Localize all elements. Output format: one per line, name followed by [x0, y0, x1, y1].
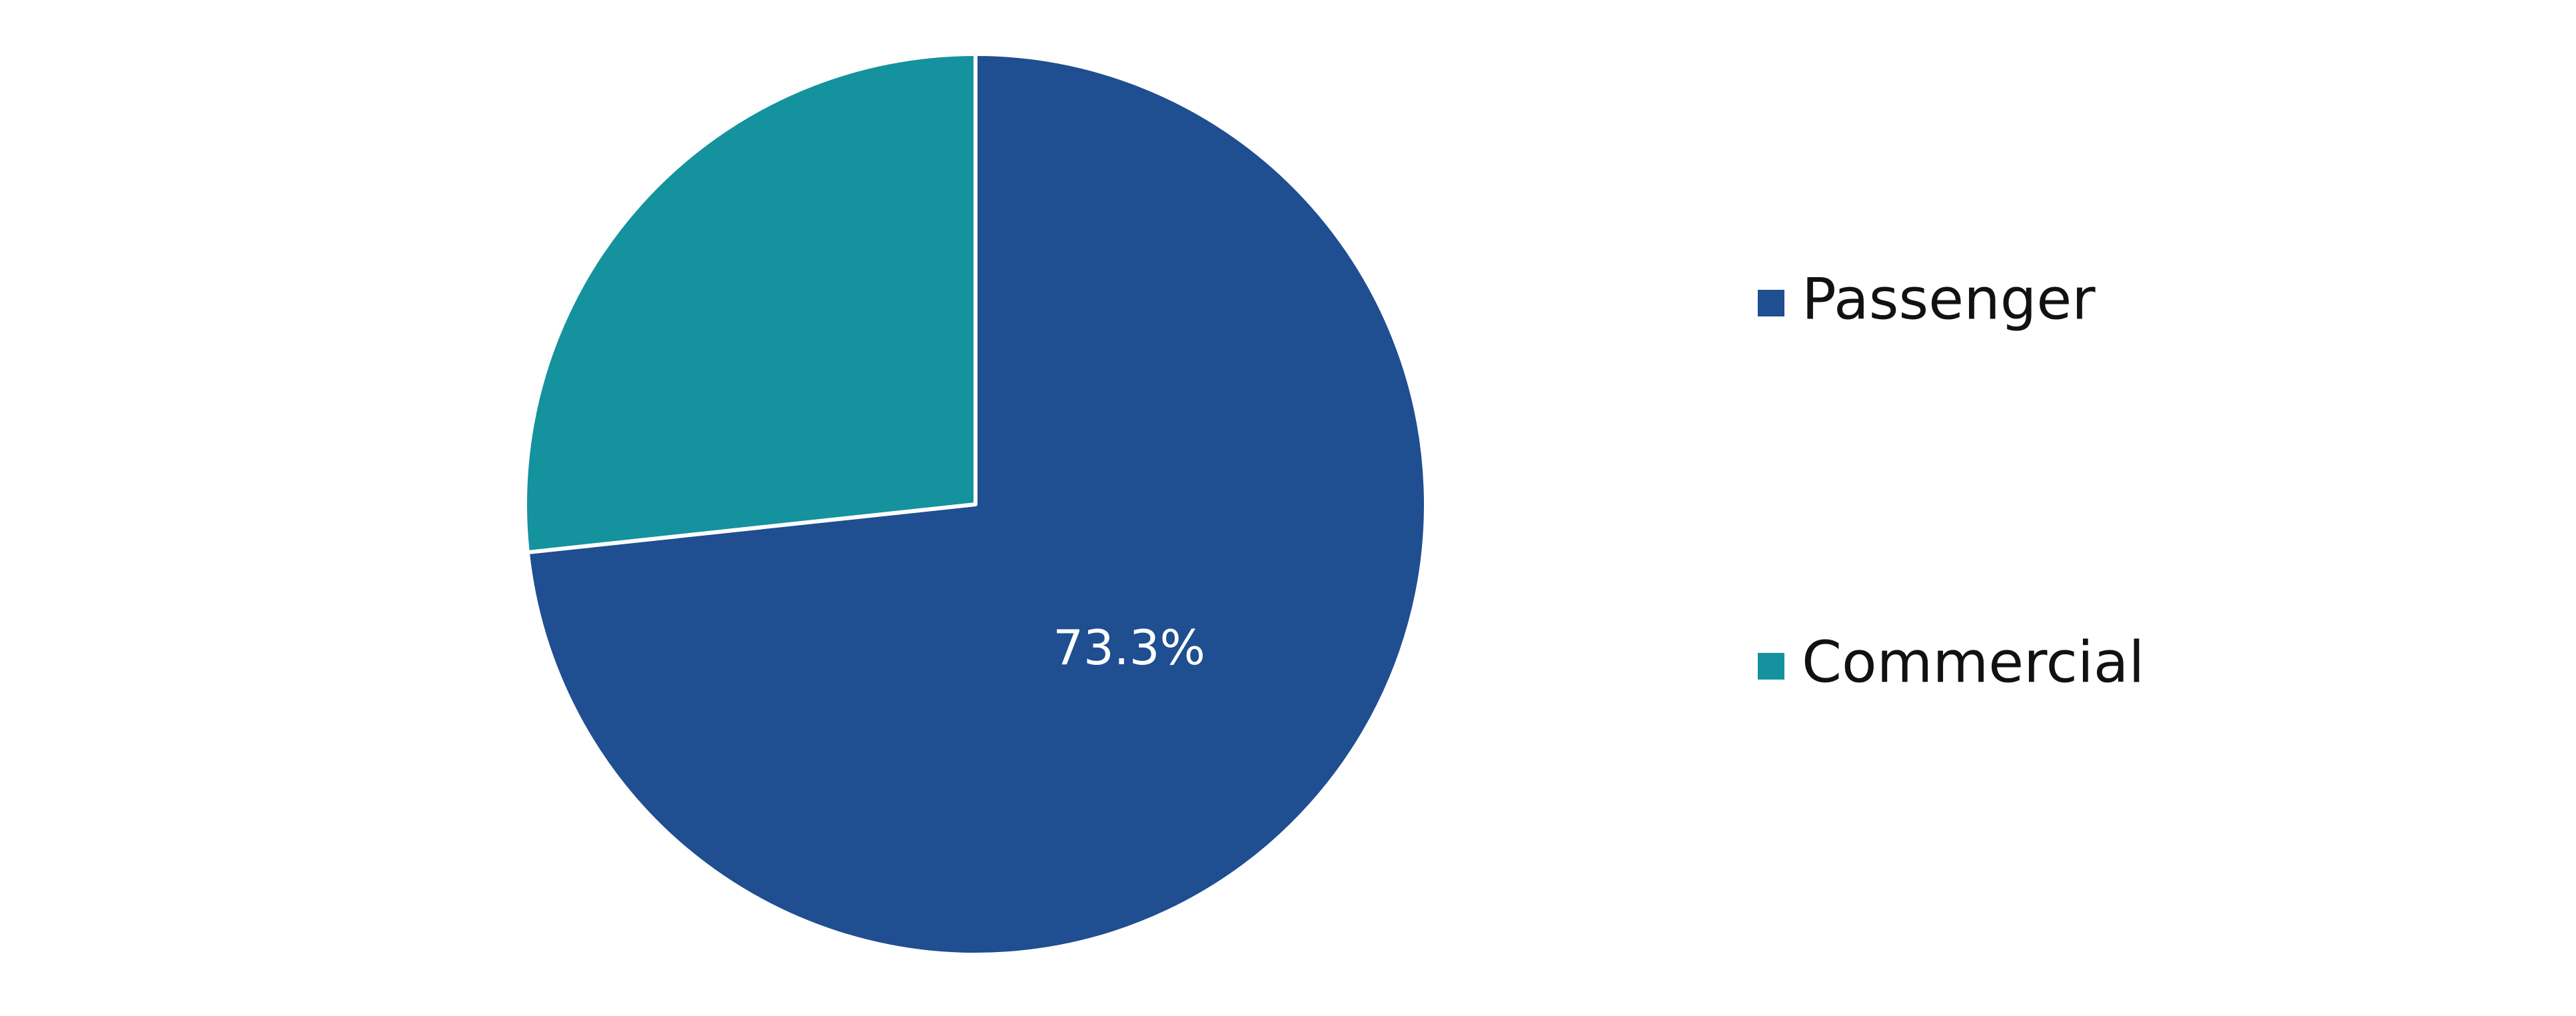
legend-swatch-commercial	[1758, 653, 1784, 680]
data-label-passenger: 73.3%	[1053, 620, 1205, 676]
pie-data-labels: 73.3%	[1053, 620, 1205, 676]
legend-label-commercial: Commercial	[1802, 629, 2144, 696]
pie-slice-commercial	[523, 52, 977, 555]
legend-item-passenger: Passenger	[1758, 266, 2096, 332]
legend-item-commercial: Commercial	[1758, 629, 2144, 696]
legend: Passenger Commercial	[1758, 266, 2144, 696]
legend-label-passenger: Passenger	[1802, 266, 2096, 332]
pie-slices	[523, 52, 1428, 957]
legend-swatch-passenger	[1758, 290, 1784, 316]
